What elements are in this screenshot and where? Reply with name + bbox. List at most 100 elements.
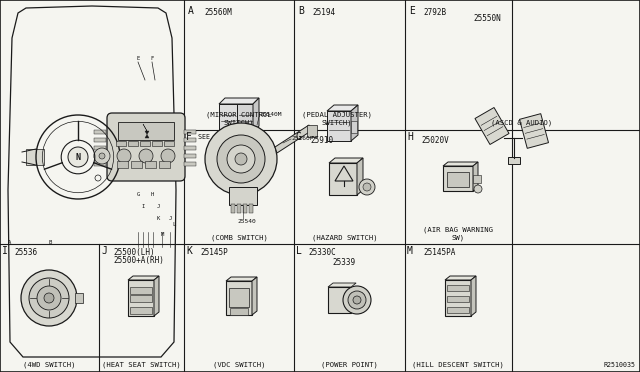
Bar xyxy=(229,288,249,307)
Bar xyxy=(237,204,241,213)
Text: (HAZARD SWITCH): (HAZARD SWITCH) xyxy=(312,234,378,241)
Circle shape xyxy=(21,270,77,326)
Circle shape xyxy=(217,135,265,183)
Polygon shape xyxy=(252,277,257,315)
Bar xyxy=(94,138,106,142)
Bar xyxy=(94,154,106,158)
Bar xyxy=(184,146,196,150)
Polygon shape xyxy=(253,98,259,132)
Text: 25500+A(RH): 25500+A(RH) xyxy=(113,256,164,265)
Bar xyxy=(447,285,469,291)
Text: 25550N: 25550N xyxy=(473,14,500,23)
Text: B: B xyxy=(49,240,52,244)
Text: (4WD SWITCH): (4WD SWITCH) xyxy=(23,362,76,368)
Bar xyxy=(447,296,469,302)
Bar xyxy=(473,175,481,183)
Circle shape xyxy=(117,149,131,163)
Bar xyxy=(130,307,152,314)
Polygon shape xyxy=(445,276,476,280)
Text: (POWER POINT): (POWER POINT) xyxy=(321,362,378,368)
Text: 25536: 25536 xyxy=(14,248,37,257)
Text: 25910: 25910 xyxy=(310,136,333,145)
Bar xyxy=(249,204,253,213)
Bar xyxy=(327,111,351,141)
Text: F: F xyxy=(150,55,154,61)
Circle shape xyxy=(29,278,69,318)
Circle shape xyxy=(474,185,482,193)
Bar xyxy=(128,141,138,146)
Bar xyxy=(225,131,253,140)
Bar xyxy=(329,163,357,195)
Circle shape xyxy=(68,147,88,167)
Bar xyxy=(159,161,170,168)
Polygon shape xyxy=(219,98,259,104)
Bar xyxy=(237,104,253,132)
Bar xyxy=(307,125,317,137)
Text: K: K xyxy=(156,217,159,221)
Text: G: G xyxy=(296,132,302,142)
Text: N: N xyxy=(76,153,81,161)
Bar xyxy=(231,204,235,213)
Text: 25560M: 25560M xyxy=(204,8,232,17)
Polygon shape xyxy=(275,125,311,153)
Polygon shape xyxy=(328,283,356,287)
Text: (HEAT SEAT SWITCH): (HEAT SEAT SWITCH) xyxy=(102,362,180,368)
Text: 25260P: 25260P xyxy=(291,137,314,141)
Circle shape xyxy=(205,123,277,195)
Polygon shape xyxy=(357,158,363,195)
Circle shape xyxy=(44,293,54,303)
Text: H: H xyxy=(150,192,154,196)
Bar xyxy=(145,161,156,168)
Text: (COMB SWITCH): (COMB SWITCH) xyxy=(211,234,268,241)
Bar xyxy=(94,146,106,150)
Bar xyxy=(128,280,154,316)
Polygon shape xyxy=(143,124,149,138)
Text: J: J xyxy=(168,217,172,221)
Polygon shape xyxy=(327,105,358,111)
Text: (HILL DESCENT SWITCH): (HILL DESCENT SWITCH) xyxy=(412,362,504,368)
Text: 25500(LH): 25500(LH) xyxy=(113,248,155,257)
Circle shape xyxy=(227,145,255,173)
Polygon shape xyxy=(329,158,363,163)
Text: A: A xyxy=(188,6,194,16)
Circle shape xyxy=(348,291,366,309)
Bar xyxy=(447,172,469,187)
Bar xyxy=(140,141,150,146)
Bar xyxy=(351,121,357,133)
Bar xyxy=(230,308,248,315)
Text: (MIRROR CONTROL
SWITCH): (MIRROR CONTROL SWITCH) xyxy=(206,112,272,126)
Bar xyxy=(131,161,142,168)
Text: 25020V: 25020V xyxy=(421,136,449,145)
Text: J: J xyxy=(101,246,107,256)
Bar xyxy=(229,187,257,205)
Bar xyxy=(226,281,252,315)
Bar xyxy=(447,307,469,313)
Polygon shape xyxy=(443,162,478,166)
Bar xyxy=(164,141,174,146)
Bar xyxy=(75,293,83,303)
Polygon shape xyxy=(128,276,159,280)
Circle shape xyxy=(161,149,175,163)
Text: 25540M: 25540M xyxy=(259,112,282,117)
Text: B: B xyxy=(298,6,304,16)
Text: E: E xyxy=(136,55,140,61)
FancyBboxPatch shape xyxy=(107,113,185,181)
Polygon shape xyxy=(351,105,358,141)
Circle shape xyxy=(353,296,361,304)
Bar xyxy=(117,161,128,168)
Text: A: A xyxy=(8,240,12,244)
Polygon shape xyxy=(475,108,509,144)
Bar xyxy=(94,130,106,134)
Text: M: M xyxy=(161,232,164,237)
Circle shape xyxy=(139,149,153,163)
Text: R2510035: R2510035 xyxy=(604,362,636,368)
Text: 25145P: 25145P xyxy=(200,248,228,257)
Text: (VDC SWITCH): (VDC SWITCH) xyxy=(212,362,265,368)
Bar xyxy=(443,166,473,191)
Bar xyxy=(184,138,196,142)
Text: SEE SEC.253: SEE SEC.253 xyxy=(198,134,242,140)
Text: 25145PA: 25145PA xyxy=(423,248,456,257)
Circle shape xyxy=(99,153,105,159)
Text: F: F xyxy=(186,132,192,142)
Polygon shape xyxy=(226,277,257,281)
